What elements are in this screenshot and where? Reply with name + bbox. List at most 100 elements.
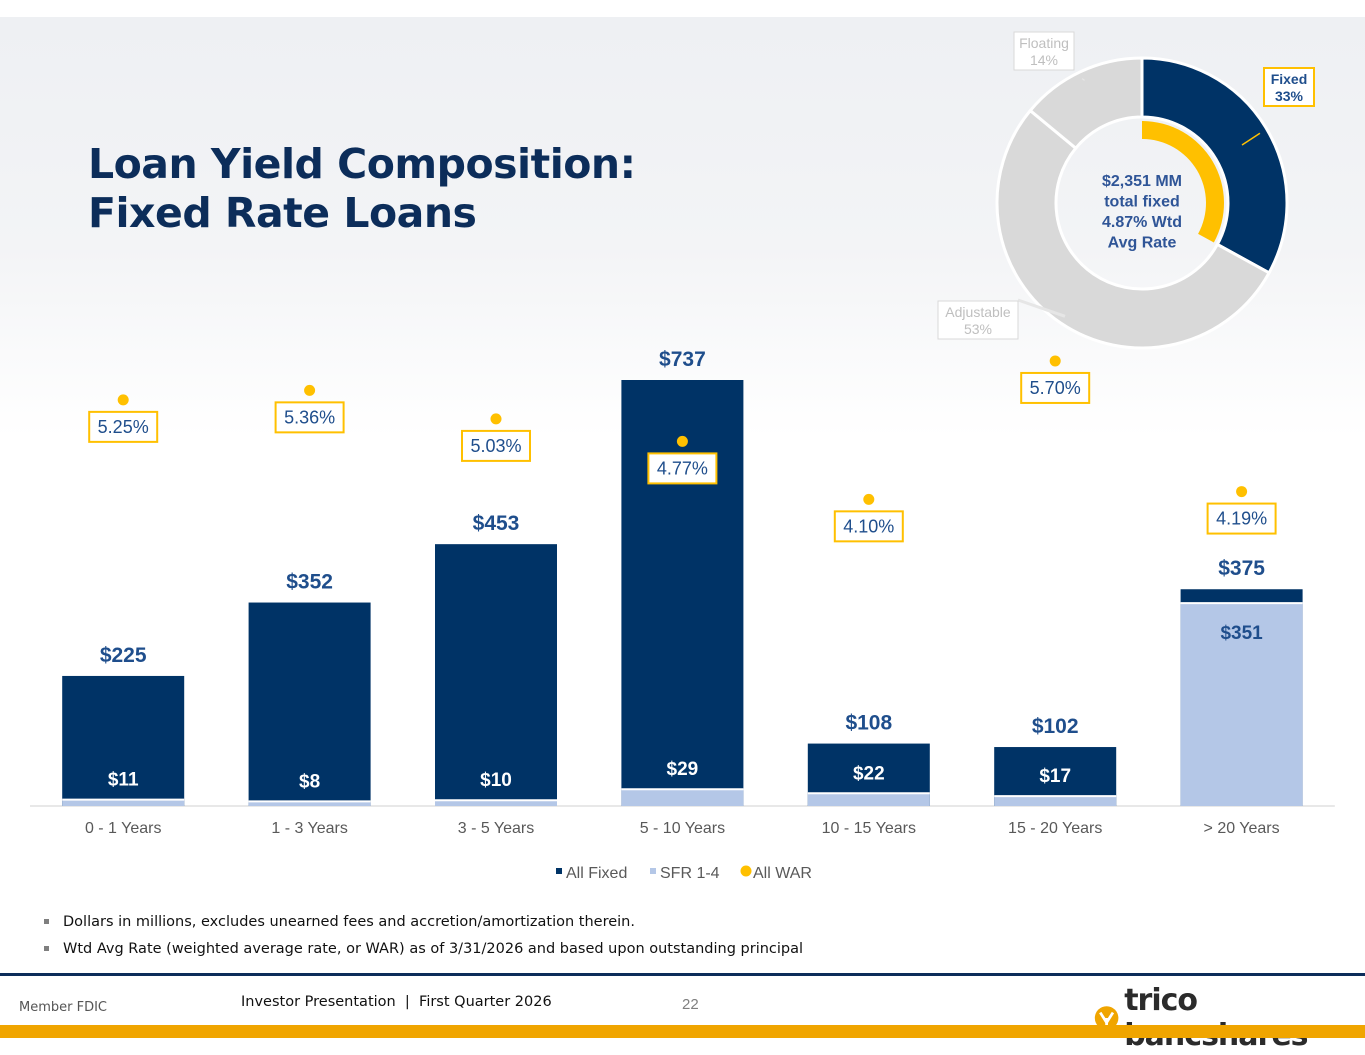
donut-label-box bbox=[1263, 67, 1315, 107]
donut-slice-floating bbox=[1028, 56, 1144, 151]
x-tick-label: 10 - 15 Years bbox=[822, 820, 916, 837]
label-sfr: $22 bbox=[853, 763, 885, 784]
donut-label-pct: 14% bbox=[1030, 52, 1058, 68]
legend: All Fixed SFR 1-4 All WAR bbox=[556, 865, 812, 882]
war-label-box bbox=[1020, 371, 1091, 404]
company-logo: trico bancshares bbox=[1093, 983, 1365, 1053]
bar-sfr bbox=[248, 801, 371, 806]
footnote-2: Wtd Avg Rate (weighted average rate, or … bbox=[44, 939, 803, 966]
donut-label-pct: 33% bbox=[1275, 88, 1304, 104]
war-label-text: 5.36% bbox=[284, 407, 335, 427]
bar-all-fixed bbox=[62, 675, 185, 806]
war-label: 5.36% bbox=[274, 401, 345, 434]
war-label-box bbox=[833, 510, 904, 543]
bar-sfr bbox=[621, 789, 744, 806]
donut-center-text: total fixed bbox=[1104, 194, 1180, 211]
war-point bbox=[1236, 486, 1248, 498]
donut-label-name: Floating bbox=[1019, 35, 1069, 51]
page-title: Loan Yield Composition: Fixed Rate Loans bbox=[88, 140, 636, 238]
label-all-fixed: $737 bbox=[659, 348, 706, 371]
war-label-text: 5.03% bbox=[470, 436, 521, 456]
label-all-fixed: $453 bbox=[473, 512, 520, 535]
war-point bbox=[676, 435, 688, 447]
donut-leader-line bbox=[1017, 298, 1066, 318]
label-all-fixed: $225 bbox=[100, 644, 147, 667]
page-number: 22 bbox=[682, 996, 699, 1013]
label-sfr: $17 bbox=[1039, 766, 1071, 787]
donut-slice-adjustable bbox=[995, 108, 1272, 350]
bar-sfr bbox=[1180, 603, 1303, 806]
label-sfr: $351 bbox=[1220, 623, 1263, 644]
war-point bbox=[490, 413, 502, 425]
donut-label-box bbox=[937, 300, 1019, 340]
war-label-text: 4.77% bbox=[657, 458, 708, 478]
footer-gold-bar bbox=[0, 1025, 1365, 1038]
war-label-box bbox=[1206, 502, 1277, 535]
x-tick-label: 5 - 10 Years bbox=[640, 820, 725, 837]
donut-center-text: $2,351 MM bbox=[1102, 173, 1182, 190]
x-tick-label: 3 - 5 Years bbox=[458, 820, 535, 837]
bar-sfr bbox=[435, 800, 557, 806]
war-point bbox=[1049, 355, 1061, 367]
bar-all-fixed bbox=[248, 602, 371, 806]
war-label-text: 5.70% bbox=[1030, 378, 1081, 398]
donut-label-box bbox=[1013, 31, 1075, 71]
label-all-fixed: $375 bbox=[1218, 557, 1265, 580]
war-label-text: 4.10% bbox=[843, 516, 894, 536]
footnote-1: Dollars in millions, excludes unearned f… bbox=[44, 912, 803, 939]
presentation-label: Investor Presentation | First Quarter 20… bbox=[241, 994, 552, 1010]
war-label-box bbox=[647, 452, 718, 485]
x-tick-label: 0 - 1 Years bbox=[85, 820, 162, 837]
war-label: 4.77% bbox=[647, 452, 718, 485]
war-point bbox=[863, 493, 875, 505]
page-title-line2: Fixed Rate Loans bbox=[88, 189, 477, 237]
bar-sfr bbox=[62, 799, 185, 806]
war-label-text: 5.25% bbox=[98, 417, 149, 437]
legend-label: SFR 1-4 bbox=[660, 865, 720, 882]
legend-label: All Fixed bbox=[566, 865, 627, 882]
donut-slice-fixed bbox=[1140, 56, 1289, 275]
donut-label-name: Adjustable bbox=[945, 304, 1011, 320]
war-label: 4.10% bbox=[833, 510, 904, 543]
war-label-text: 4.19% bbox=[1216, 509, 1267, 529]
legend-label: All WAR bbox=[753, 865, 812, 882]
label-sfr: $29 bbox=[667, 759, 699, 780]
bar-sfr bbox=[807, 793, 930, 806]
war-point bbox=[304, 384, 316, 396]
label-sfr: $11 bbox=[108, 770, 139, 791]
donut-label-name: Fixed bbox=[1271, 71, 1308, 87]
footer-rule bbox=[0, 973, 1365, 976]
label-sfr: $10 bbox=[480, 770, 512, 791]
top-band bbox=[0, 0, 1365, 17]
donut-center-text: 4.87% Wtd bbox=[1102, 214, 1182, 231]
footnotes: Dollars in millions, excludes unearned f… bbox=[44, 912, 803, 966]
member-fdic: Member FDIC bbox=[19, 1000, 108, 1015]
page-title-line1: Loan Yield Composition: bbox=[88, 140, 636, 188]
war-label: 5.03% bbox=[461, 429, 531, 462]
bar-all-fixed bbox=[435, 544, 557, 806]
war-label: 5.70% bbox=[1020, 371, 1091, 404]
legend-swatch bbox=[556, 868, 562, 874]
label-sfr: $8 bbox=[299, 771, 320, 792]
x-tick-label: > 20 Years bbox=[1204, 820, 1280, 837]
war-label: 5.25% bbox=[88, 410, 159, 443]
donut-leader-line bbox=[1081, 78, 1085, 81]
bar-sfr bbox=[994, 796, 1117, 806]
x-tick-label: 15 - 20 Years bbox=[1008, 820, 1102, 837]
label-all-fixed: $102 bbox=[1032, 715, 1079, 738]
bar-all-fixed bbox=[621, 380, 744, 806]
legend-swatch bbox=[650, 868, 656, 874]
war-label-box bbox=[274, 401, 345, 434]
label-all-fixed: $352 bbox=[286, 571, 333, 594]
war-point bbox=[117, 394, 129, 406]
war-label-box bbox=[461, 429, 531, 462]
donut-center-text: Avg Rate bbox=[1108, 235, 1177, 252]
war-label-box bbox=[88, 410, 159, 443]
war-label: 4.19% bbox=[1206, 502, 1277, 535]
label-all-fixed: $108 bbox=[845, 712, 892, 735]
x-tick-label: 1 - 3 Years bbox=[271, 820, 348, 837]
